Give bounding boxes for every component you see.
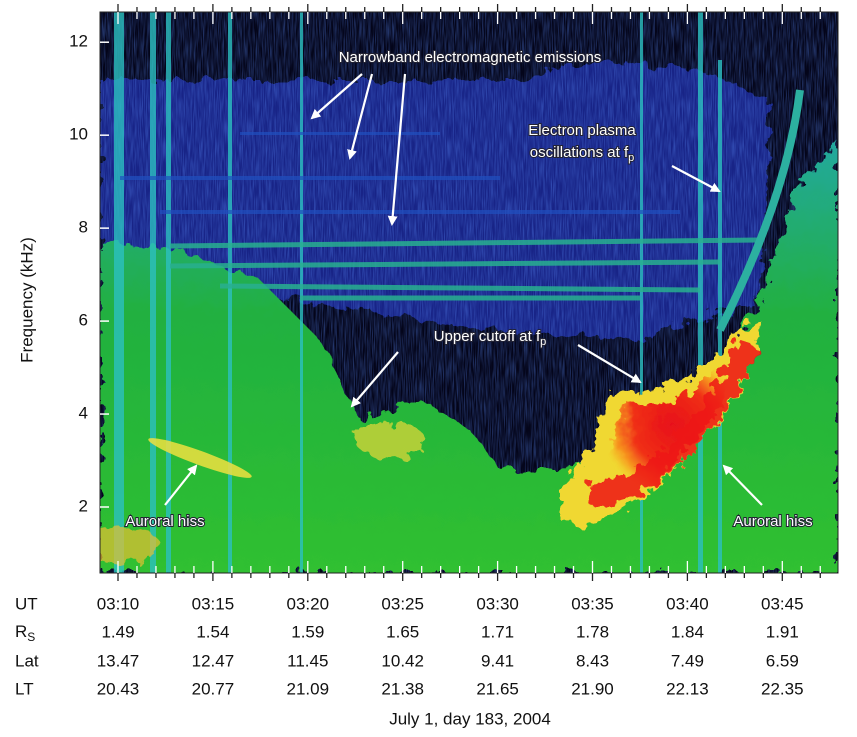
annotation: Auroral hiss (733, 513, 812, 530)
y-axis-label: Frequency (kHz) (17, 237, 36, 363)
row-value: 1.65 (386, 622, 419, 641)
row-value: 8.43 (576, 651, 609, 670)
row-value: 7.49 (671, 651, 704, 670)
row-value: 1.71 (481, 622, 514, 641)
row-value: 10.42 (381, 651, 424, 670)
annotation: Electron plasma (528, 122, 636, 139)
row-value: 1.59 (291, 622, 324, 641)
row-label-sub: S (27, 630, 35, 644)
y-tick-label: 4 (79, 404, 88, 423)
annotation: Auroral hiss (125, 513, 204, 530)
y-tick-label: 12 (69, 32, 88, 51)
annotation-text: Auroral hiss (125, 513, 204, 530)
annotation-text: Electron plasma (528, 122, 636, 139)
row-value: 1.54 (196, 622, 229, 641)
row-value: 1.49 (101, 622, 134, 641)
y-tick-label: 6 (79, 311, 88, 330)
row-label: UT (15, 594, 38, 613)
row-label: RS (15, 622, 35, 644)
row-value: 12.47 (192, 651, 235, 670)
annotation-text: Auroral hiss (733, 513, 812, 530)
y-tick-label: 8 (79, 218, 88, 237)
row-value: 1.91 (766, 622, 799, 641)
row-value: 6.59 (766, 651, 799, 670)
row-value: 21.90 (571, 679, 614, 698)
row-value: 1.84 (671, 622, 704, 641)
row-label-main: R (15, 622, 27, 641)
y-tick-label: 10 (69, 125, 88, 144)
row-value: 20.77 (192, 679, 235, 698)
annotation-text: Narrowband electromagnetic emissions (339, 49, 602, 66)
annotation-subscript: p (540, 336, 546, 348)
annotation-arrows (164, 73, 763, 506)
annotation: Narrowband electromagnetic emissions (339, 49, 602, 66)
row-value: 03:25 (381, 594, 424, 613)
annotation-text: Upper cutoff at f (434, 328, 541, 345)
row-value: 03:40 (666, 594, 709, 613)
row-label: Lat (15, 651, 39, 670)
row-value: 03:30 (476, 594, 519, 613)
annotation-text: oscillations at f (530, 144, 629, 161)
row-value: 03:15 (192, 594, 235, 613)
row-value: 22.13 (666, 679, 709, 698)
spectrogram-image (100, 12, 838, 573)
row-value: 03:45 (761, 594, 804, 613)
row-value: 03:35 (571, 594, 614, 613)
row-value: 11.45 (287, 651, 328, 670)
row-value: 22.35 (761, 679, 804, 698)
row-value: 1.78 (576, 622, 609, 641)
annotation-subscript: p (628, 152, 634, 164)
plot-frame (99, 11, 839, 574)
annotation: Upper cutoff at fp (434, 328, 547, 348)
y-tick-label: 2 (79, 496, 88, 515)
row-label: LT (15, 679, 34, 698)
row-value: 21.09 (287, 679, 330, 698)
row-value: 13.47 (97, 651, 140, 670)
row-value: 20.43 (97, 679, 140, 698)
row-value: 21.38 (381, 679, 424, 698)
row-value: 03:20 (287, 594, 330, 613)
row-value: 9.41 (481, 651, 514, 670)
x-axis-label: July 1, day 183, 2004 (389, 709, 551, 728)
row-value: 21.65 (476, 679, 519, 698)
annotation: oscillations at fp (530, 144, 635, 164)
row-value: 03:10 (97, 594, 140, 613)
